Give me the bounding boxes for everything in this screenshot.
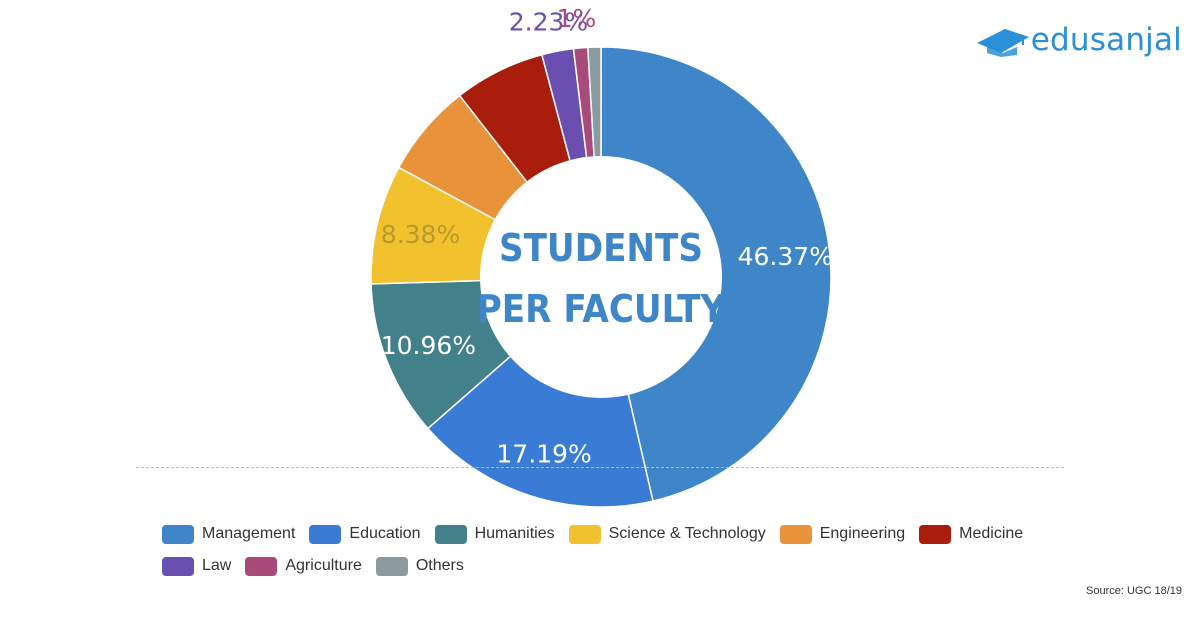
legend-label: Education (349, 525, 421, 542)
legend-label: Humanities (474, 525, 555, 542)
legend-swatch (919, 524, 952, 544)
center-label-line-1: STUDENTS (499, 226, 703, 270)
graduation-cap-icon (976, 29, 1029, 57)
slice-labels: 46.37% 17.19% 10.96% 8.38% 6.57% 6.39% 2.23%1% (381, 4, 833, 469)
legend-swatch (245, 556, 278, 576)
legend-item: Education (309, 524, 421, 544)
slice-label-medicine: 6.39% (479, 97, 558, 126)
slice-label-education: 17.19% (496, 440, 591, 469)
donut-hole (480, 156, 722, 398)
legend-item: Management (162, 524, 295, 544)
slice-label-law: 2.23% (509, 8, 588, 37)
legend-item: Science & Technology (568, 524, 766, 544)
legend-item: Others (375, 556, 464, 576)
center-label-line-2: PER FACULTY (477, 287, 727, 331)
slice-label-engineering: 6.57% (420, 143, 499, 172)
divider (136, 467, 1064, 468)
brand-name: edusanjal (1030, 22, 1182, 58)
legend-swatch (375, 556, 408, 576)
legend-swatch (309, 524, 342, 544)
legend-label: Agriculture (285, 557, 362, 574)
legend-label: Law (202, 557, 232, 574)
legend-swatch (162, 556, 194, 576)
chart-legend: Management Education Humanities Science & T… (162, 524, 1062, 576)
slice-label-agriculture: 1% (557, 4, 597, 33)
legend-swatch (434, 524, 467, 544)
legend-swatch (779, 524, 812, 544)
slice-label-science-technology: 8.38% (381, 220, 460, 249)
legend-label: Science & Technology (608, 525, 766, 542)
legend-label: Medicine (959, 525, 1024, 542)
legend-item: Law (162, 556, 231, 576)
legend-item: Engineering (779, 524, 906, 544)
slice-label-management: 46.37% (738, 242, 833, 271)
legend-item: Agriculture (245, 556, 362, 576)
legend-label: Others (415, 557, 464, 574)
legend-item: Humanities (434, 524, 555, 544)
legend-label: Management (202, 525, 296, 542)
slice-label-humanities: 10.96% (381, 331, 476, 360)
source-note: Source: UGC 18/19 (1086, 585, 1182, 597)
legend-swatch (162, 524, 194, 544)
legend-item: Medicine (919, 524, 1023, 544)
brand-logo: edusanjal (975, 22, 1182, 58)
legend-label: Engineering (819, 525, 906, 542)
legend-swatch (568, 524, 601, 544)
